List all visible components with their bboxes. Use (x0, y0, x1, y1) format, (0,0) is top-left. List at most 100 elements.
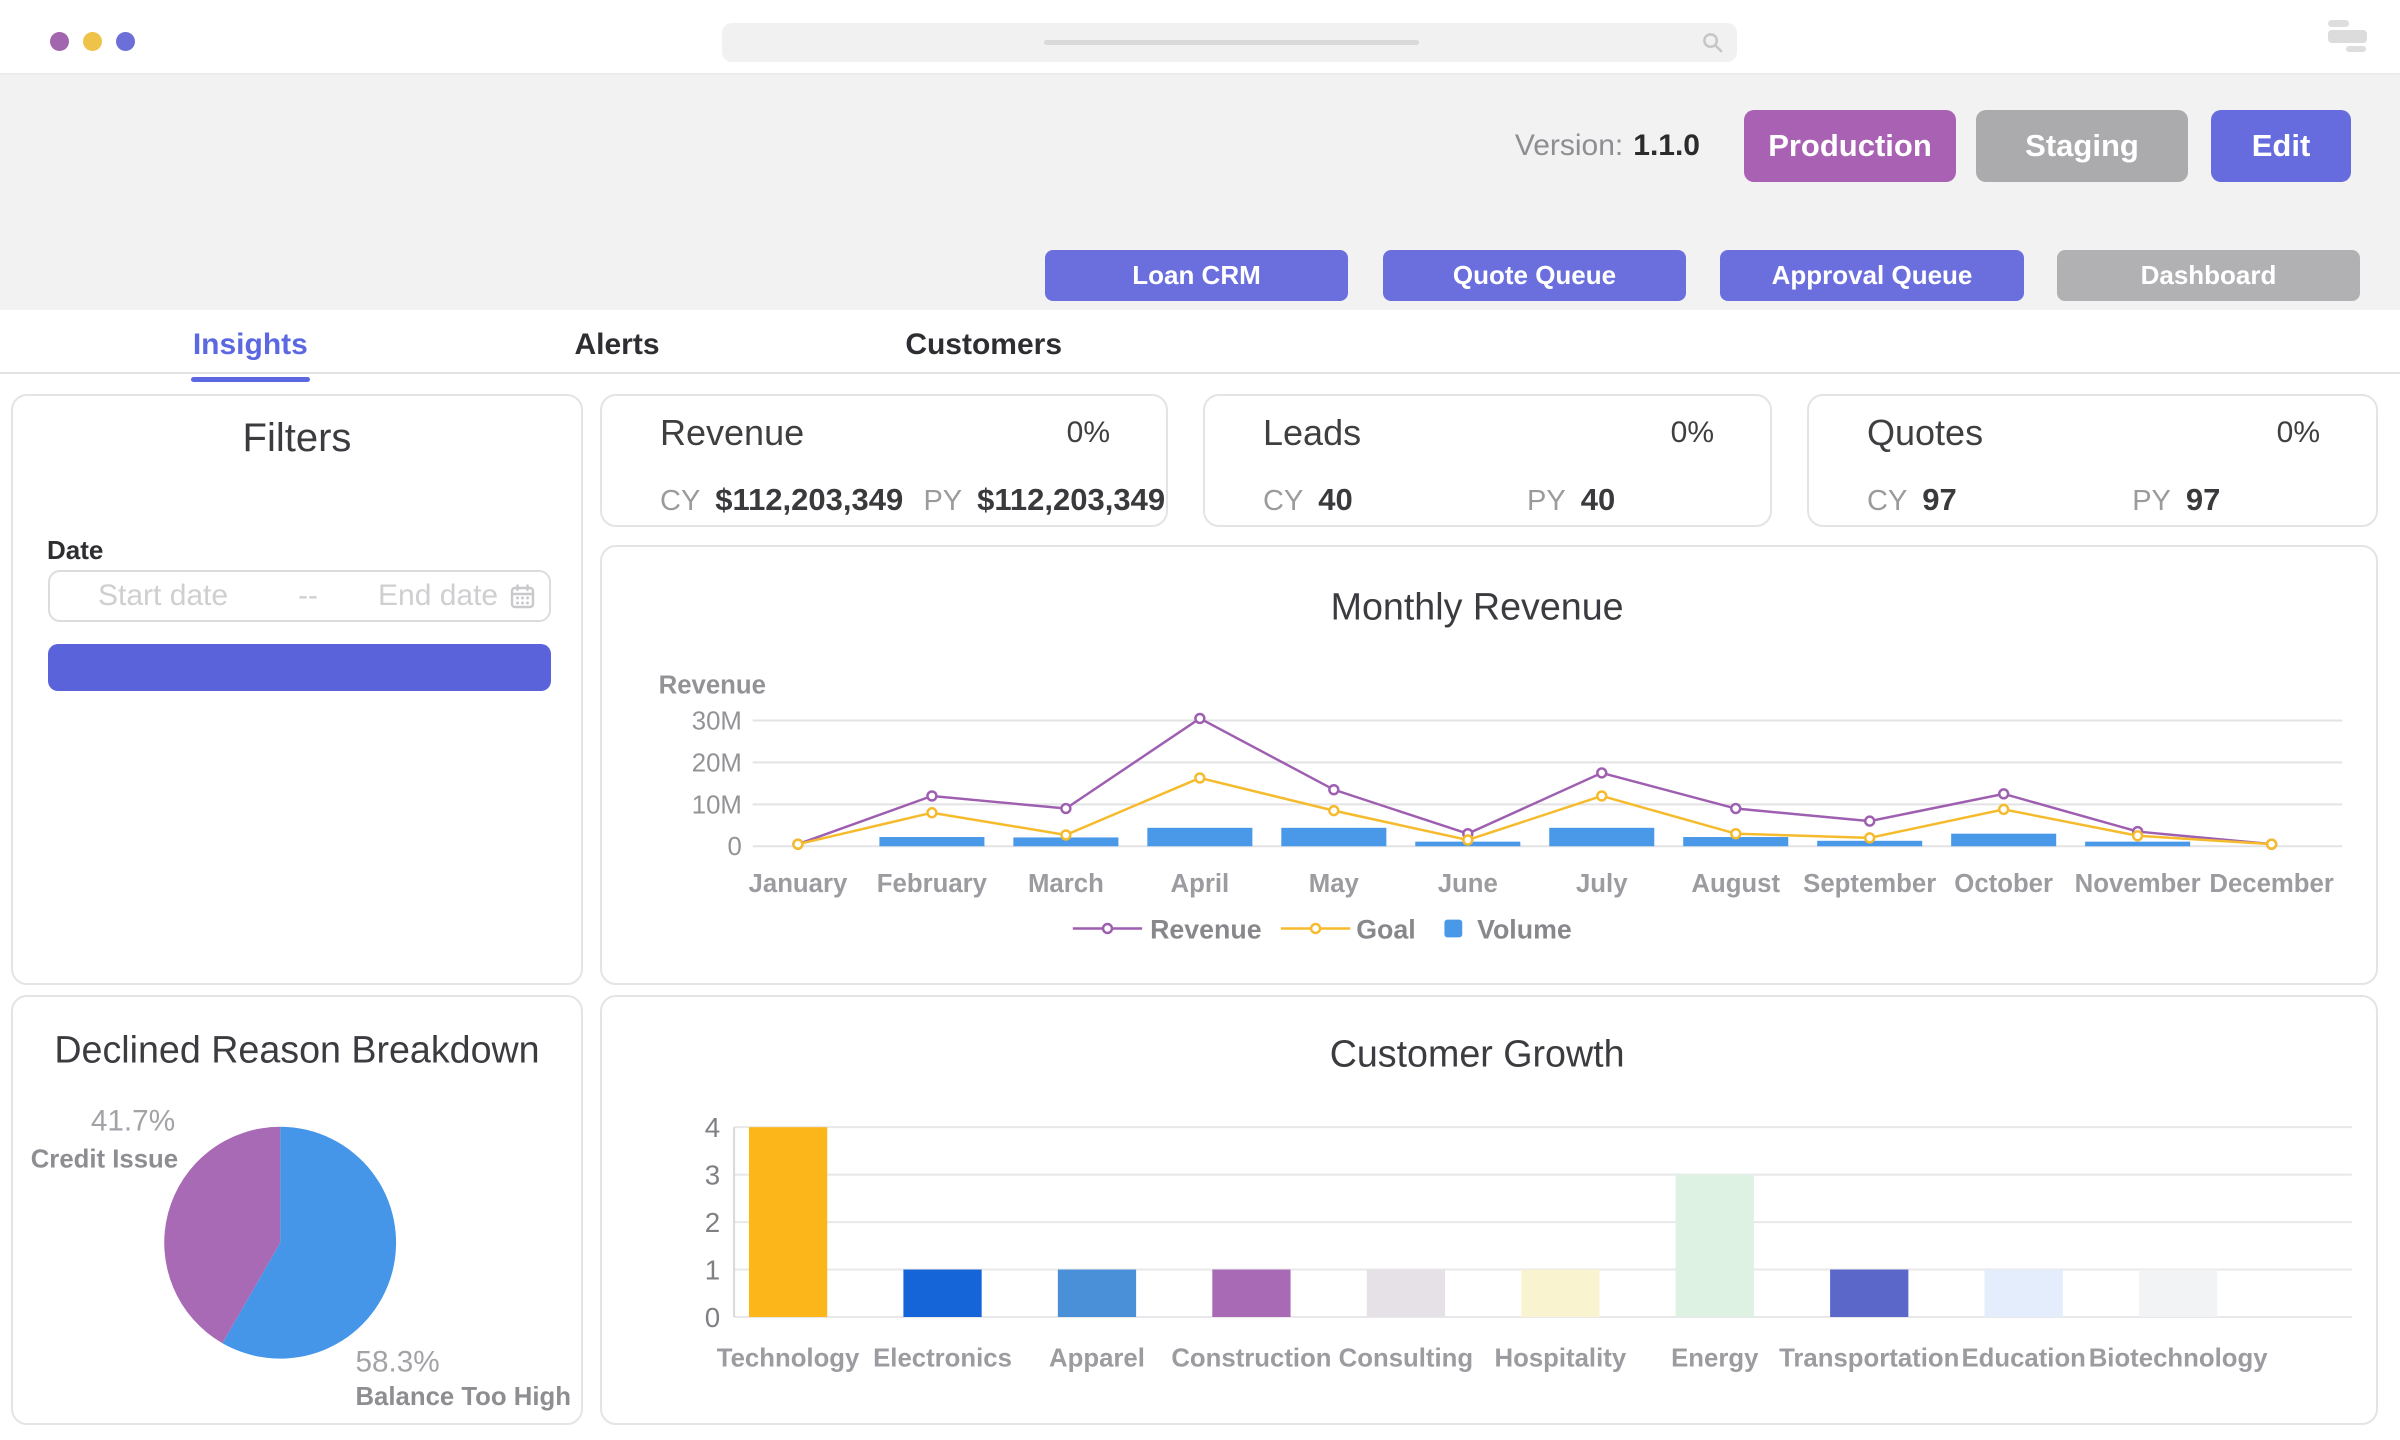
svg-text:March: March (1028, 870, 1104, 898)
svg-text:Hospitality: Hospitality (1495, 1345, 1627, 1373)
url-placeholder-line (1044, 40, 1419, 45)
svg-text:September: September (1803, 870, 1936, 898)
svg-text:Energy: Energy (1671, 1345, 1759, 1373)
svg-text:3: 3 (705, 1160, 720, 1191)
kpi-cy-value: 97 (1922, 482, 1957, 517)
svg-text:Volume: Volume (1477, 914, 1572, 944)
svg-text:Declined Reason Breakdown: Declined Reason Breakdown (54, 1028, 539, 1070)
customer-growth-chart-card: Customer Growth 0 1 2 3 4 Technology Electronic… (600, 995, 2378, 1425)
kpi-title: Quotes (1867, 412, 1984, 453)
kpi-cy-value: $112,203,349 (715, 482, 904, 517)
kpi-py-label: PY (2132, 485, 2171, 517)
svg-text:Transportation: Transportation (1779, 1345, 1959, 1373)
kpi-card-leads: Leads 0% CY 40 PY 40 (1203, 394, 1772, 527)
svg-text:April: April (1171, 870, 1230, 898)
filters-panel: Filters Date Start date -- End date (11, 394, 583, 985)
kpi-card-quotes: Quotes 0% CY 97 PY 97 (1807, 394, 2378, 527)
declined-reason-chart-card: Declined Reason Breakdown 41.7% Credit Iss… (11, 995, 583, 1425)
tab-alerts[interactable]: Alerts (574, 328, 660, 361)
svg-text:Construction: Construction (1171, 1345, 1331, 1373)
date-label: Date (47, 535, 104, 565)
staging-button[interactable]: Staging (1976, 110, 2188, 182)
app-header: Version: 1.1.0 Production Staging Edit L… (0, 75, 2400, 310)
kpi-title: Leads (1263, 412, 1362, 453)
version-info: Version: 1.1.0 (1410, 110, 1700, 182)
svg-text:November: November (2075, 870, 2201, 898)
svg-text:Credit Issue: Credit Issue (31, 1145, 178, 1173)
production-button[interactable]: Production (1744, 110, 1956, 182)
window-zoom-icon[interactable] (116, 32, 135, 51)
svg-text:August: August (1691, 870, 1780, 898)
svg-text:July: July (1576, 870, 1628, 898)
start-date-placeholder: Start date (98, 579, 229, 612)
kpi-percent: 0% (1066, 416, 1110, 449)
search-icon (1703, 33, 1723, 53)
svg-text:Electronics: Electronics (873, 1345, 1012, 1373)
svg-text:Consulting: Consulting (1339, 1345, 1473, 1373)
monthly-revenue-chart-card: Monthly Revenue Revenue 30M 20M 10M 0 January F… (600, 545, 2378, 985)
window-close-icon[interactable] (50, 32, 69, 51)
svg-text:Biotechnology: Biotechnology (2089, 1345, 2268, 1373)
svg-text:Apparel: Apparel (1049, 1345, 1145, 1373)
end-date-placeholder: End date (378, 579, 499, 612)
kpi-cy-value: 40 (1318, 482, 1353, 517)
svg-text:May: May (1309, 870, 1360, 898)
svg-text:June: June (1438, 870, 1498, 898)
svg-text:Revenue: Revenue (659, 672, 766, 700)
loan-crm-button[interactable]: Loan CRM (1045, 250, 1348, 301)
svg-text:Education: Education (1961, 1345, 2085, 1373)
kpi-percent: 0% (1670, 416, 1714, 449)
svg-text:January: January (749, 870, 848, 898)
kpi-cy-label: CY (1263, 485, 1304, 517)
kpi-title: Revenue (660, 412, 805, 453)
svg-text:20M: 20M (692, 749, 742, 777)
svg-text:41.7%: 41.7% (91, 1105, 175, 1138)
kpi-cy-label: CY (1867, 485, 1908, 517)
dashboard-button[interactable]: Dashboard (2057, 250, 2360, 301)
kpi-py-label: PY (1527, 485, 1566, 517)
svg-text:Customer Growth: Customer Growth (1330, 1032, 1625, 1074)
svg-text:October: October (1954, 870, 2053, 898)
svg-text:0: 0 (728, 833, 742, 861)
kpi-py-label: PY (923, 485, 963, 517)
kpi-py-value: 97 (2185, 482, 2221, 517)
approval-queue-button[interactable]: Approval Queue (1720, 250, 2024, 301)
svg-text:Technology: Technology (717, 1345, 860, 1373)
svg-text:2: 2 (705, 1207, 720, 1238)
tab-insights[interactable]: Insights (190, 328, 310, 382)
date-range-input[interactable]: Start date -- End date (48, 570, 551, 622)
tab-strip: Insights Alerts Customers (0, 310, 2400, 382)
date-range-separator: -- (298, 579, 318, 612)
svg-text:30M: 30M (692, 707, 742, 735)
customer-growth-bar-chart: Customer Growth 0 1 2 3 4 Technology Electronic… (705, 1032, 2352, 1373)
version-value: 1.1.0 (1633, 129, 1700, 162)
kpi-card-revenue: Revenue 0% CY $112,203,349 PY $112,203,349 (600, 394, 1168, 527)
tab-overview-icon[interactable] (2328, 20, 2368, 53)
browser-chrome (0, 0, 2400, 75)
svg-text:58.3%: 58.3% (355, 1345, 439, 1378)
calendar-icon[interactable] (510, 583, 535, 609)
kpi-py-value: $112,203,349 (977, 482, 1166, 517)
svg-text:4: 4 (705, 1112, 720, 1143)
svg-text:Goal: Goal (1356, 914, 1415, 944)
window-minimize-icon[interactable] (83, 32, 102, 51)
svg-text:December: December (2209, 870, 2334, 898)
svg-text:1: 1 (705, 1254, 720, 1285)
address-bar[interactable] (722, 23, 1737, 62)
kpi-cy-label: CY (660, 485, 701, 517)
kpi-percent: 0% (2276, 416, 2320, 449)
declined-reason-pie-chart: Declined Reason Breakdown 41.7% Credit Iss… (31, 1028, 571, 1411)
svg-text:Monthly Revenue: Monthly Revenue (1331, 585, 1624, 627)
svg-text:0: 0 (705, 1302, 720, 1333)
apply-filter-button[interactable] (48, 644, 551, 691)
svg-text:10M: 10M (692, 791, 742, 819)
quote-queue-button[interactable]: Quote Queue (1383, 250, 1686, 301)
svg-text:February: February (877, 870, 988, 898)
edit-button[interactable]: Edit (2211, 110, 2351, 182)
filters-title: Filters (242, 416, 352, 460)
tab-customers[interactable]: Customers (905, 328, 1063, 361)
svg-text:Revenue: Revenue (1150, 914, 1262, 944)
svg-text:Balance Too High: Balance Too High (355, 1383, 571, 1411)
